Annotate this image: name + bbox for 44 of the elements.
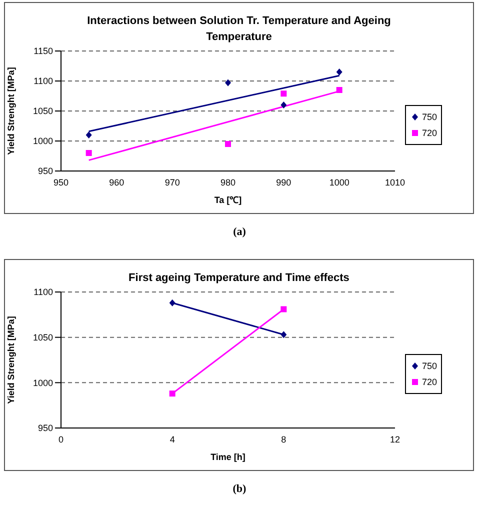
y-tick-label: 1000 [32,378,53,388]
y-tick-label: 1100 [34,76,53,86]
chart-title: First ageing Temperature and Time effects [128,271,350,286]
y-tick-label: 1000 [32,136,53,146]
y-tick-label: 1100 [34,287,53,298]
x-tick-label: 970 [164,177,180,188]
point [169,390,176,397]
x-tick-label: 980 [220,177,236,188]
point [336,87,342,93]
point [280,90,287,97]
point [336,68,342,76]
legend-label: 720 [422,376,438,389]
point [280,331,287,338]
point [225,79,231,86]
y-axis-title: Yield Strenght [MPa] [6,67,16,155]
point [225,141,231,147]
legend-label: 720 [422,127,438,140]
x-tick-label: 960 [109,177,124,188]
x-axis-title: Ta [℃] [214,195,242,205]
y-axis-title: Yield Strenght [MPa] [6,316,16,404]
y-tick-label: 1150 [34,46,53,56]
x-tick-label: 1010 [384,177,406,188]
text: (b) [232,483,248,496]
y-tick-label: 1050 [32,332,53,343]
legend-label: 750 [422,360,438,373]
x-tick-label: 990 [276,177,292,188]
x-tick-label: 4 [170,434,175,444]
text: (a) [232,226,247,239]
x-axis-title: Time [h] [210,452,246,462]
point [86,132,92,138]
x-tick-label: 8 [281,434,286,444]
point [169,299,176,306]
y-tick-label: 1050 [32,106,53,116]
point [280,102,287,108]
y-tick-label: 950 [38,423,53,434]
y-tick-label: 950 [38,166,53,176]
x-tick-label: 1000 [329,177,350,188]
x-tick-label: 12 [390,434,400,444]
x-tick-label: 0 [58,434,64,444]
point [280,306,287,312]
legend-label: 750 [422,111,438,124]
chart-title: Interactions between Solution Tr. Temperature and Ageing Temperature [86,14,392,45]
point [86,150,92,156]
x-tick-label: 950 [53,177,69,188]
